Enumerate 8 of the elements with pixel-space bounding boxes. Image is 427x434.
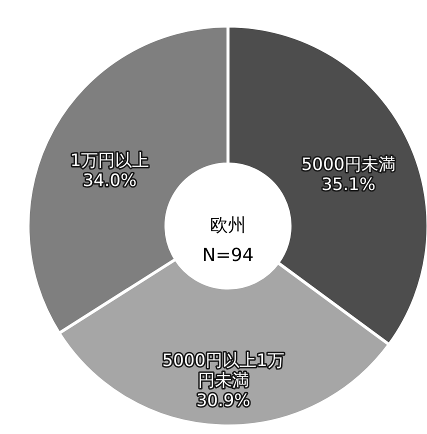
data-label: 30.9% — [196, 390, 250, 411]
data-label: 35.1% — [321, 175, 376, 196]
slice-label: 5000円以上1万円未満 — [162, 350, 284, 391]
text: N=94 — [202, 245, 254, 266]
slice-label: 1万円以上 — [70, 150, 150, 171]
text: 欧州 — [210, 215, 246, 236]
slice-label: 5000円未満 — [301, 155, 396, 176]
data-label: 34.0% — [82, 170, 137, 191]
